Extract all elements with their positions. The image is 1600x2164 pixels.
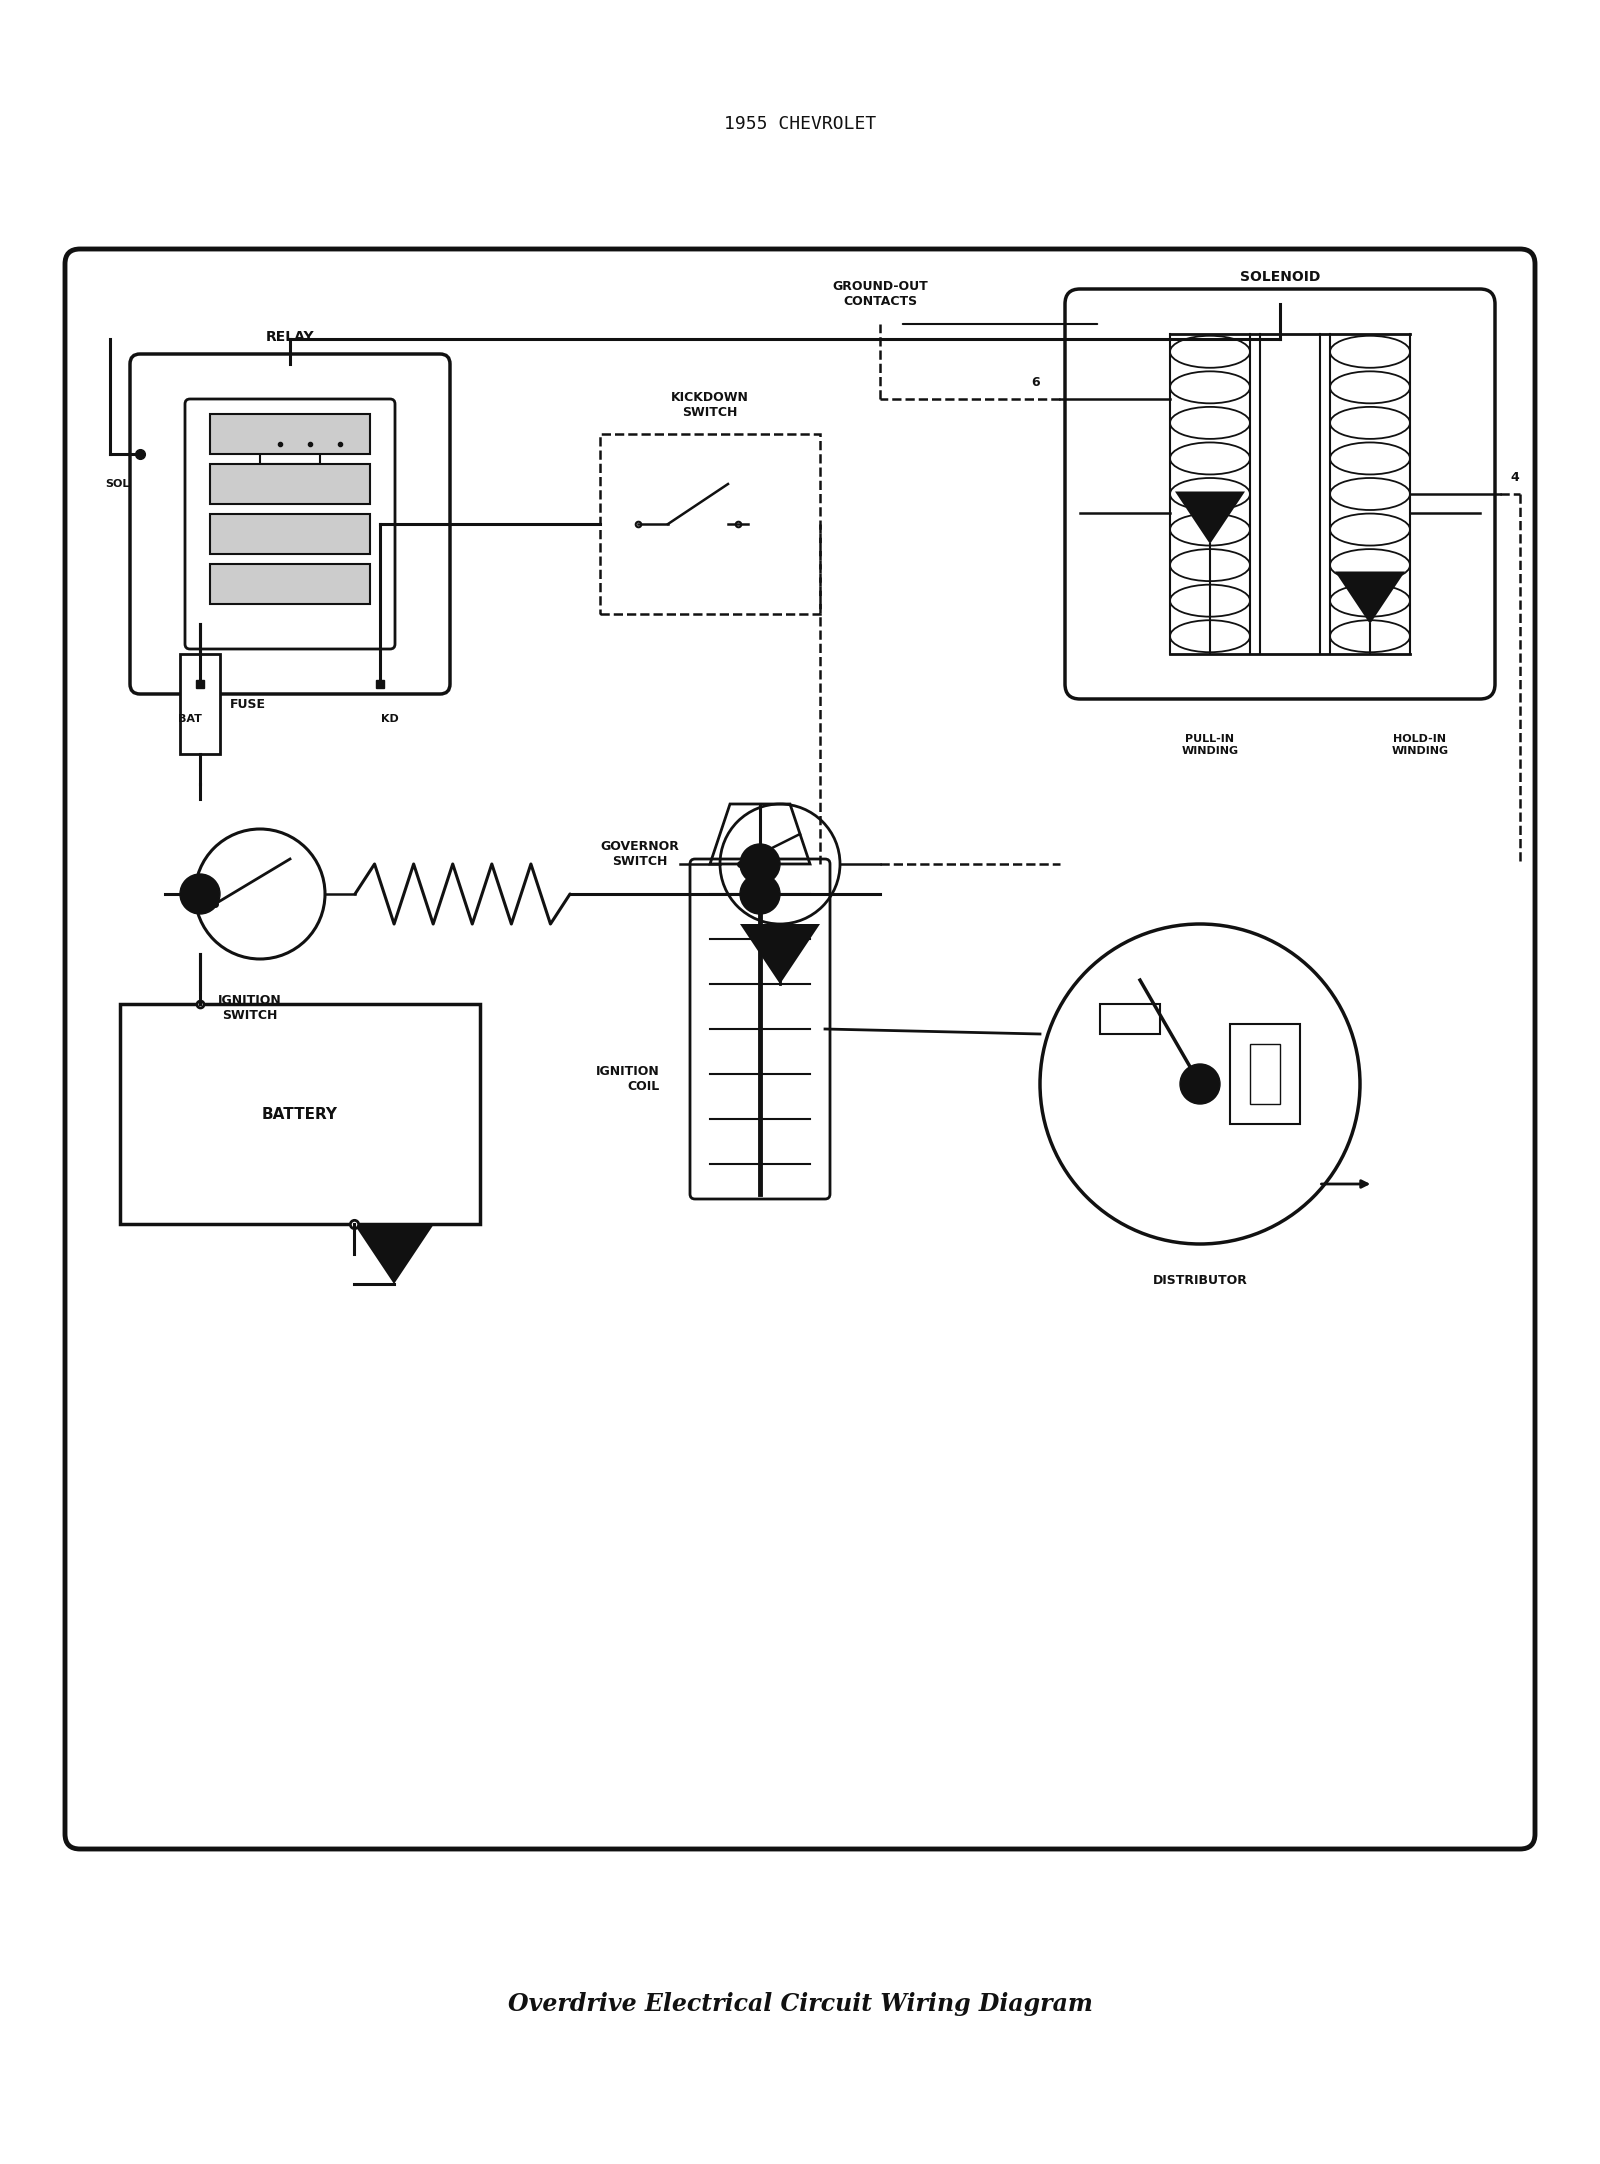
Polygon shape (1334, 571, 1405, 623)
Bar (1250, 1043, 1280, 1104)
Circle shape (1181, 1065, 1221, 1104)
Text: SOL: SOL (106, 478, 130, 489)
Polygon shape (1174, 491, 1245, 543)
Text: FUSE: FUSE (230, 697, 266, 710)
Bar (210, 515, 370, 554)
Text: GROUND-OUT
CONTACTS: GROUND-OUT CONTACTS (832, 279, 928, 307)
Text: RELAY: RELAY (266, 329, 314, 344)
Bar (210, 413, 370, 454)
Circle shape (742, 876, 778, 911)
Text: BATTERY: BATTERY (262, 1106, 338, 1121)
Text: Overdrive Electrical Circuit Wiring Diagram: Overdrive Electrical Circuit Wiring Diag… (507, 1993, 1093, 2017)
Polygon shape (354, 1225, 434, 1283)
Bar (600, 435, 819, 615)
Bar (1101, 1004, 1160, 1034)
Text: KICKDOWN
SWITCH: KICKDOWN SWITCH (670, 392, 749, 420)
Text: HOLD-IN
WINDING: HOLD-IN WINDING (1392, 734, 1448, 755)
Circle shape (739, 874, 781, 913)
Bar (210, 463, 370, 504)
Bar (259, 424, 320, 463)
Text: SOLENOID: SOLENOID (1240, 270, 1320, 283)
Text: 4: 4 (1510, 472, 1518, 485)
Circle shape (739, 844, 781, 885)
Text: BAT: BAT (178, 714, 202, 725)
Bar (210, 565, 370, 604)
Bar (1230, 1024, 1299, 1123)
Bar (120, 1004, 480, 1225)
Text: 6: 6 (1032, 377, 1040, 390)
Text: DISTRIBUTOR: DISTRIBUTOR (1152, 1275, 1248, 1288)
Text: IGNITION
COIL: IGNITION COIL (597, 1065, 661, 1093)
Text: KD: KD (381, 714, 398, 725)
Polygon shape (739, 924, 819, 985)
Text: 1955 CHEVROLET: 1955 CHEVROLET (723, 115, 877, 132)
Bar (179, 654, 221, 753)
Text: PULL-IN
WINDING: PULL-IN WINDING (1181, 734, 1238, 755)
Circle shape (179, 874, 221, 913)
Text: GOVERNOR
SWITCH: GOVERNOR SWITCH (600, 840, 680, 868)
Text: IGNITION
SWITCH: IGNITION SWITCH (218, 993, 282, 1021)
